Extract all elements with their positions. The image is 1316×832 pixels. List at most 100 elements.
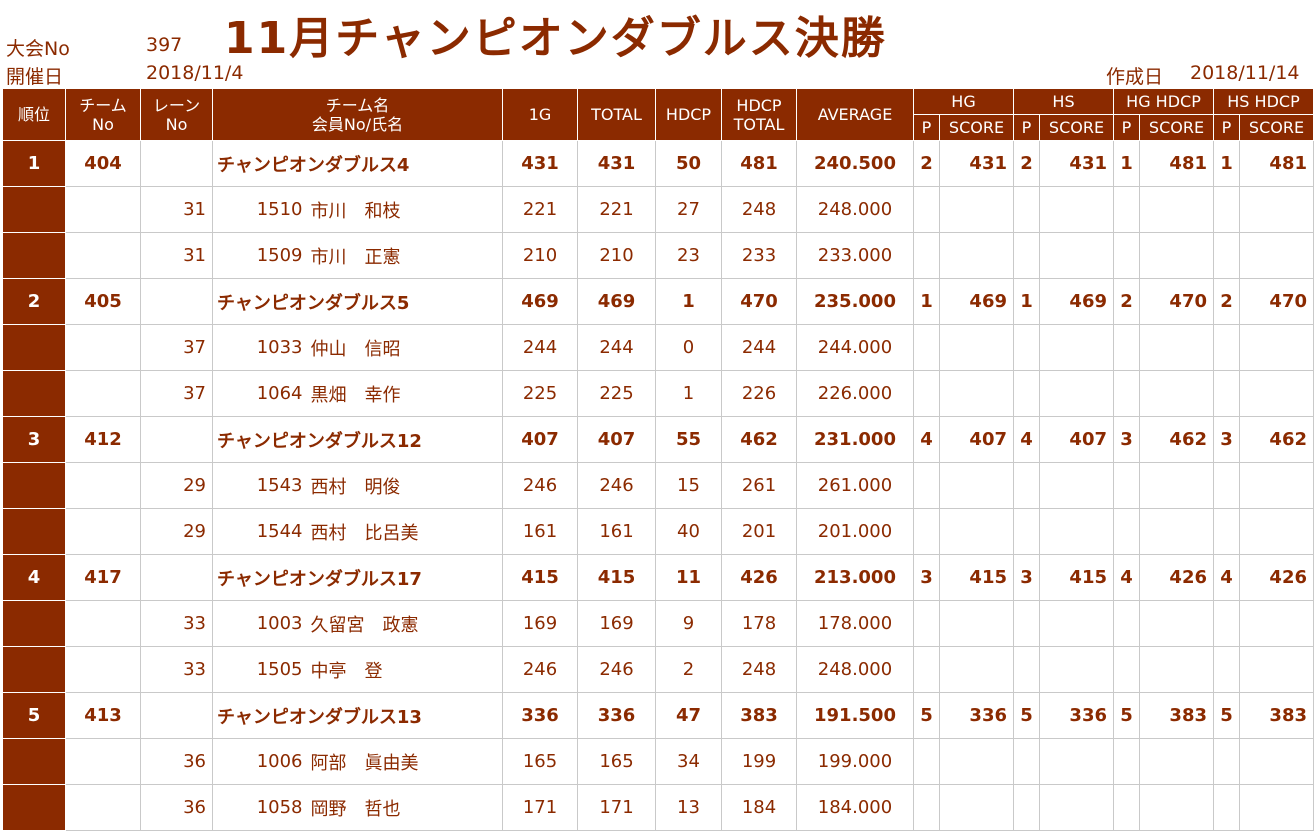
rank-cell-empty	[2, 186, 66, 233]
col-hs-hdcp: HS HDCP	[1213, 88, 1314, 115]
member-row: 31 1509 市川 正憲 210 210 23 233 233.000	[2, 232, 1314, 279]
empty-cell	[1213, 508, 1240, 555]
average: 191.500	[796, 692, 914, 739]
empty-cell	[1013, 232, 1040, 279]
date-label: 開催日	[6, 66, 64, 88]
hs-hdcp-place: 5	[1213, 692, 1240, 739]
hs-score: 407	[1039, 416, 1114, 463]
empty-cell	[1239, 324, 1314, 371]
average: 226.000	[796, 370, 914, 417]
rank-cell: 4	[2, 554, 66, 601]
team-no: 413	[65, 692, 141, 739]
hs-hdcp-place: 1	[1213, 140, 1240, 187]
col-average: AVERAGE	[796, 88, 914, 141]
hdcp-total: 178	[721, 600, 797, 647]
empty-cell	[1213, 186, 1240, 233]
col-hg-hdcp: HG HDCP	[1113, 88, 1214, 115]
empty-cell	[1239, 232, 1314, 279]
hg-place: 4	[913, 416, 940, 463]
member-name: 仲山 信昭	[306, 324, 503, 371]
hg-score: 407	[939, 416, 1014, 463]
member-row: 36 1006 阿部 眞由美 165 165 34 199 199.000	[2, 738, 1314, 785]
hs-score: 469	[1039, 278, 1114, 325]
hdcp-total: 383	[721, 692, 797, 739]
member-name: 市川 正憲	[306, 232, 503, 279]
hdcp: 0	[655, 324, 722, 371]
empty-cell	[939, 324, 1014, 371]
empty-cell	[1039, 784, 1114, 831]
hg-score: 415	[939, 554, 1014, 601]
empty-cell	[1239, 370, 1314, 417]
hg-hdcp-place: 2	[1113, 278, 1140, 325]
team-row: 5 413 チャンピオンダブルス13 336 336 47 383 191.500 5 336 5 3…	[2, 692, 1314, 739]
average: 199.000	[796, 738, 914, 785]
member-row: 31 1510 市川 和枝 221 221 27 248 248.000	[2, 186, 1314, 233]
score-1g: 221	[502, 186, 578, 233]
hdcp-total: 470	[721, 278, 797, 325]
col-hdcp: HDCP	[655, 88, 722, 141]
hdcp: 2	[655, 646, 722, 693]
empty-cell	[1139, 186, 1214, 233]
empty-cell	[1113, 370, 1140, 417]
hs-place: 2	[1013, 140, 1040, 187]
empty-cell	[1113, 738, 1140, 785]
member-no: 1510	[212, 186, 307, 233]
member-row: 37 1033 仲山 信昭 244 244 0 244 244.000	[2, 324, 1314, 371]
hdcp: 50	[655, 140, 722, 187]
score-total: 407	[577, 416, 656, 463]
score-1g: 244	[502, 324, 578, 371]
hs-hdcp-score: 481	[1239, 140, 1314, 187]
empty-cell	[1013, 186, 1040, 233]
hdcp: 55	[655, 416, 722, 463]
team-name: チャンピオンダブルス4	[212, 140, 503, 187]
hs-hdcp-score: 462	[1239, 416, 1314, 463]
empty-cell	[1139, 646, 1214, 693]
empty-cell	[939, 600, 1014, 647]
empty-cell	[913, 462, 940, 509]
team-no-empty	[65, 186, 141, 233]
hg-hdcp-place: 5	[1113, 692, 1140, 739]
team-row: 4 417 チャンピオンダブルス17 415 415 11 426 213.000 3 415 3 4…	[2, 554, 1314, 601]
rank-cell-empty	[2, 600, 66, 647]
empty-cell	[939, 462, 1014, 509]
col-hs-score: SCORE	[1039, 114, 1114, 141]
empty-cell	[913, 784, 940, 831]
hdcp: 1	[655, 278, 722, 325]
empty-cell	[1113, 186, 1140, 233]
member-row: 33 1505 中亭 登 246 246 2 248 248.000	[2, 646, 1314, 693]
member-name: 西村 明俊	[306, 462, 503, 509]
hs-place: 4	[1013, 416, 1040, 463]
member-no: 1058	[212, 784, 307, 831]
hg-hdcp-score: 481	[1139, 140, 1214, 187]
empty-cell	[1139, 738, 1214, 785]
average: 233.000	[796, 232, 914, 279]
rank-cell-empty	[2, 646, 66, 693]
hg-hdcp-score: 462	[1139, 416, 1214, 463]
member-row: 37 1064 黒畑 幸作 225 225 1 226 226.000	[2, 370, 1314, 417]
lane-no: 33	[140, 646, 213, 693]
hs-hdcp-place: 3	[1213, 416, 1240, 463]
hdcp: 47	[655, 692, 722, 739]
team-name: チャンピオンダブルス13	[212, 692, 503, 739]
score-total: 246	[577, 646, 656, 693]
hdcp-total: 248	[721, 646, 797, 693]
empty-cell	[1139, 784, 1214, 831]
empty-cell	[1113, 324, 1140, 371]
empty-cell	[1039, 232, 1114, 279]
empty-cell	[1013, 738, 1040, 785]
hdcp-total: 244	[721, 324, 797, 371]
hdcp: 9	[655, 600, 722, 647]
rank-cell-empty	[2, 462, 66, 509]
team-no-empty	[65, 462, 141, 509]
results-table: 順位 チーム No レーン No チーム名 会員No/氏名 1G TOTAL HDCP…	[2, 88, 1314, 831]
member-no: 1064	[212, 370, 307, 417]
empty-cell	[913, 370, 940, 417]
empty-cell	[1213, 784, 1240, 831]
rank-cell: 2	[2, 278, 66, 325]
hdcp-total: 233	[721, 232, 797, 279]
empty-cell	[1113, 462, 1140, 509]
rank-cell: 1	[2, 140, 66, 187]
member-name: 久留宮 政憲	[306, 600, 503, 647]
empty-cell	[1239, 646, 1314, 693]
hg-hdcp-score: 470	[1139, 278, 1214, 325]
